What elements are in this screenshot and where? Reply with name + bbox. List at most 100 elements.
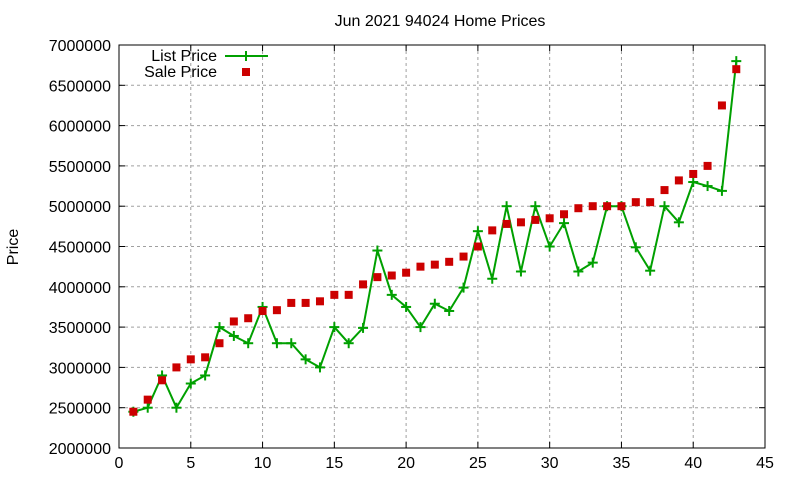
- list-price-point: [372, 245, 383, 256]
- sale-price-point: [229, 317, 238, 326]
- y-tick-label: 5500000: [49, 159, 111, 176]
- sale-price-point: [359, 280, 368, 289]
- sale-price-point: [172, 363, 181, 372]
- sale-price-point: [402, 268, 411, 277]
- sale-price-point: [129, 407, 138, 416]
- chart-title: Jun 2021 94024 Home Prices: [335, 13, 546, 30]
- sale-price-point: [603, 202, 612, 211]
- sale-price-point: [287, 298, 296, 307]
- sale-price-point: [186, 355, 195, 364]
- list-price-point: [314, 362, 325, 373]
- sale-price-point: [158, 376, 167, 385]
- list-price-point: [300, 354, 311, 365]
- sale-price-point: [516, 218, 525, 227]
- list-price-point: [659, 201, 670, 212]
- legend-label-list-price: List Price: [151, 48, 217, 65]
- sale-price-point: [143, 395, 152, 404]
- list-price-point: [429, 298, 440, 309]
- sale-price-point: [473, 242, 482, 251]
- sale-price-point: [646, 198, 655, 207]
- legend-marker-sale-price: [242, 68, 250, 76]
- y-axis-label: Price: [5, 229, 22, 266]
- list-price-point: [358, 322, 369, 333]
- y-tick-label: 7000000: [49, 38, 111, 55]
- sale-price-point: [387, 271, 396, 280]
- list-price-line: [133, 61, 738, 413]
- sale-price-point: [545, 214, 554, 223]
- sale-price-point: [244, 314, 253, 323]
- list-price-point: [458, 282, 469, 293]
- list-price-point: [386, 289, 397, 300]
- sale-price-point: [272, 306, 281, 315]
- y-tick-label: 3000000: [49, 360, 111, 377]
- list-price-point: [200, 370, 211, 381]
- sale-price-point: [373, 273, 382, 282]
- sale-price-point: [445, 257, 454, 266]
- x-tick-label: 45: [756, 455, 774, 472]
- sale-price-point: [717, 101, 726, 110]
- sale-price-point: [689, 169, 698, 178]
- y-tick-label: 2500000: [49, 401, 111, 418]
- list-price-point: [401, 301, 412, 312]
- sale-price-point: [330, 290, 339, 299]
- x-tick-label: 20: [397, 455, 415, 472]
- list-price-point: [415, 322, 426, 333]
- list-price-point: [271, 338, 282, 349]
- list-price-point: [630, 242, 641, 253]
- list-price-point: [472, 226, 483, 237]
- x-tick-label: 5: [186, 455, 195, 472]
- sale-price-point: [201, 353, 210, 362]
- x-tick-label: 15: [325, 455, 343, 472]
- y-tick-label: 5000000: [49, 199, 111, 216]
- list-price-point: [171, 402, 182, 413]
- x-tick-label: 40: [684, 455, 702, 472]
- x-tick-label: 0: [115, 455, 124, 472]
- sale-price-point: [531, 215, 540, 224]
- x-tick-label: 30: [541, 455, 559, 472]
- list-price-point: [716, 185, 727, 196]
- legend-label-sale-price: Sale Price: [144, 64, 217, 81]
- list-price-point: [329, 322, 340, 333]
- list-price-point: [530, 201, 541, 212]
- list-price-point: [673, 217, 684, 228]
- list-price-point: [228, 330, 239, 341]
- list-price-point: [343, 338, 354, 349]
- series: [128, 56, 742, 417]
- grid: [119, 45, 765, 448]
- legend: List Price Sale Price: [144, 48, 268, 81]
- sale-price-point: [488, 226, 497, 235]
- sale-price-point: [502, 219, 511, 228]
- x-tick-label: 25: [469, 455, 487, 472]
- list-price-point: [444, 305, 455, 316]
- plot-frame: [118, 44, 766, 449]
- y-tick-label: 2000000: [49, 441, 111, 458]
- x-tick-label: 10: [254, 455, 272, 472]
- list-price-point: [587, 257, 598, 268]
- list-price-point: [573, 266, 584, 277]
- sale-price-point: [703, 161, 712, 170]
- list-price-point: [702, 181, 713, 192]
- list-price-point: [243, 338, 254, 349]
- sale-price-point: [215, 339, 224, 348]
- y-tick-label: 3500000: [49, 320, 111, 337]
- sale-price-point: [430, 260, 439, 269]
- list-price-point: [688, 177, 699, 188]
- list-price-point: [185, 378, 196, 389]
- list-price-point: [487, 273, 498, 284]
- y-tick-label: 6000000: [49, 119, 111, 136]
- list-price-point: [559, 218, 570, 229]
- list-price-point: [142, 402, 153, 413]
- sale-price-point: [631, 198, 640, 207]
- list-price-point: [286, 338, 297, 349]
- sale-price-point: [301, 298, 310, 307]
- sale-price-point: [617, 202, 626, 211]
- legend-marker-list-price: [241, 51, 251, 61]
- sale-price-point: [416, 262, 425, 271]
- list-price-point: [214, 322, 225, 333]
- list-price-point: [544, 241, 555, 252]
- sale-price-point: [258, 306, 267, 315]
- sale-price-point: [660, 186, 669, 195]
- list-price-point: [645, 265, 656, 276]
- y-tick-label: 4500000: [49, 240, 111, 257]
